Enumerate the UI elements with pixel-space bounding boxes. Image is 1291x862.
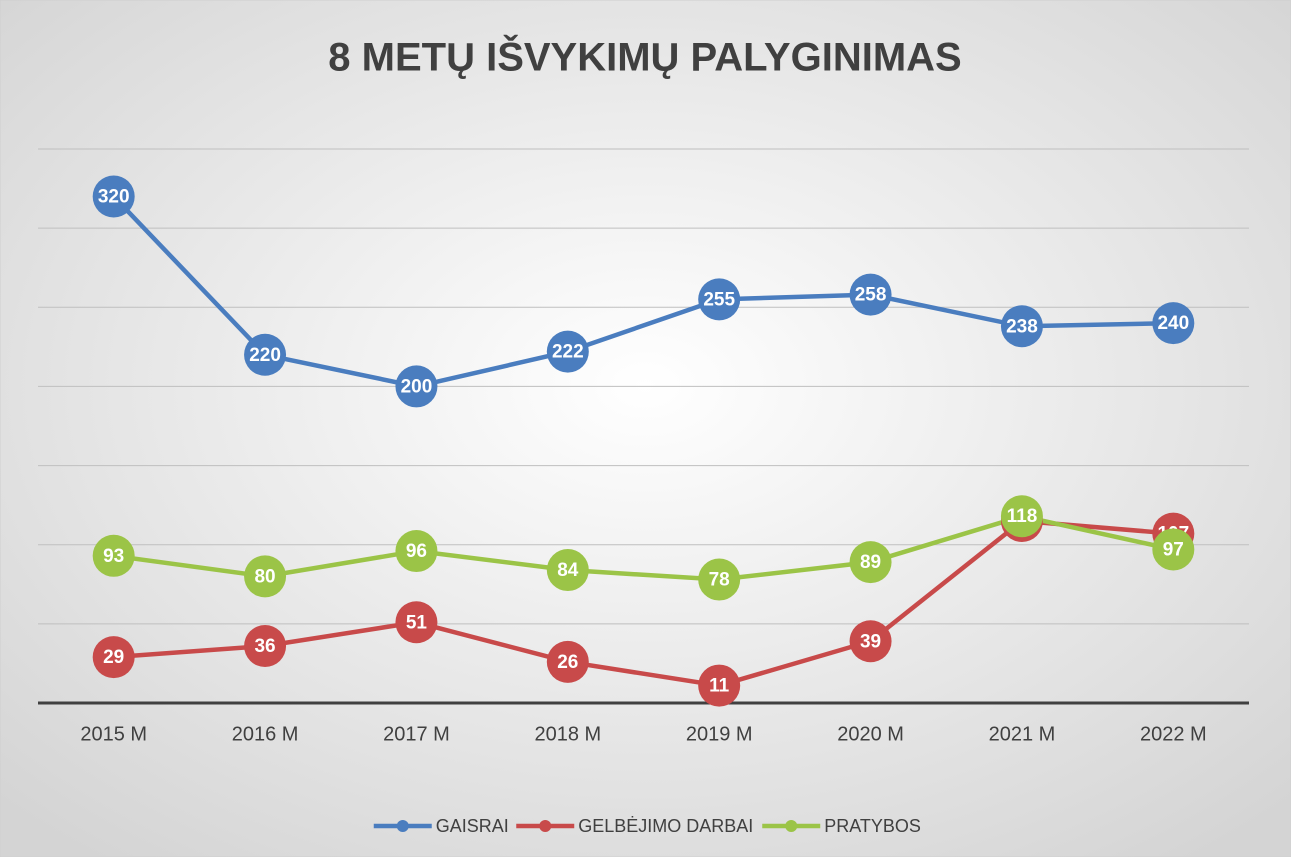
series-line (113, 513, 1174, 582)
data-label: 78 (709, 570, 730, 591)
data-point (395, 530, 438, 573)
data-point (1152, 528, 1195, 571)
data-label: 11 (709, 676, 730, 697)
data-label: 84 (557, 560, 579, 581)
x-tick-label: 2017 M (383, 723, 450, 745)
data-label: 93 (103, 546, 124, 567)
data-point (546, 640, 589, 683)
chart-title: 8 METŲ IŠVYKIMŲ PALYGINIMAS (328, 34, 961, 80)
data-label: 51 (406, 612, 428, 633)
legend-marker (785, 820, 798, 832)
legend-marker (396, 820, 409, 832)
series-line (112, 194, 1174, 389)
legend-marker (539, 820, 552, 832)
data-label: 255 (703, 289, 735, 310)
data-label: 96 (406, 541, 427, 562)
data-point (92, 175, 135, 218)
data-label: 222 (552, 342, 584, 363)
data-point (1152, 302, 1195, 345)
data-label: 39 (860, 631, 881, 652)
x-tick-label: 2022 M (1140, 723, 1207, 745)
data-label: 26 (557, 652, 578, 673)
data-point (92, 636, 135, 679)
data-point (698, 664, 741, 707)
data-point (1000, 305, 1043, 348)
data-label: 89 (860, 552, 881, 573)
data-label: 258 (855, 285, 887, 306)
x-tick-label: 2018 M (534, 723, 601, 745)
x-tick-label: 2019 M (686, 723, 753, 745)
data-label: 29 (103, 647, 124, 668)
x-tick-label: 2021 M (989, 723, 1056, 745)
data-point (698, 278, 741, 321)
data-point (395, 365, 438, 408)
data-point (698, 558, 741, 601)
legend-label: PRATYBOS (824, 816, 921, 836)
data-point (1000, 495, 1043, 538)
legend-label: GELBĖJIMO DARBAI (578, 816, 753, 836)
data-point (849, 541, 892, 584)
series-line (113, 518, 1174, 688)
data-point (546, 549, 589, 592)
data-point (395, 601, 438, 644)
data-point (849, 273, 892, 316)
data-label: 320 (98, 187, 130, 208)
data-point (244, 555, 287, 598)
data-label: 200 (401, 376, 433, 397)
data-point (92, 534, 135, 577)
data-label: 36 (254, 636, 275, 657)
x-tick-label: 2015 M (80, 723, 147, 745)
data-point (546, 330, 589, 373)
data-label: 238 (1006, 316, 1038, 337)
data-point (244, 625, 287, 668)
data-label: 220 (249, 345, 281, 366)
data-point (244, 333, 287, 376)
data-label: 80 (254, 566, 275, 587)
data-label: 118 (1007, 506, 1038, 527)
data-label: 97 (1163, 539, 1184, 560)
legend-label: GAISRAI (436, 816, 509, 836)
x-tick-label: 2016 M (232, 723, 299, 745)
data-point (849, 620, 892, 663)
x-tick-label: 2020 M (837, 723, 904, 745)
data-label: 240 (1157, 313, 1189, 334)
